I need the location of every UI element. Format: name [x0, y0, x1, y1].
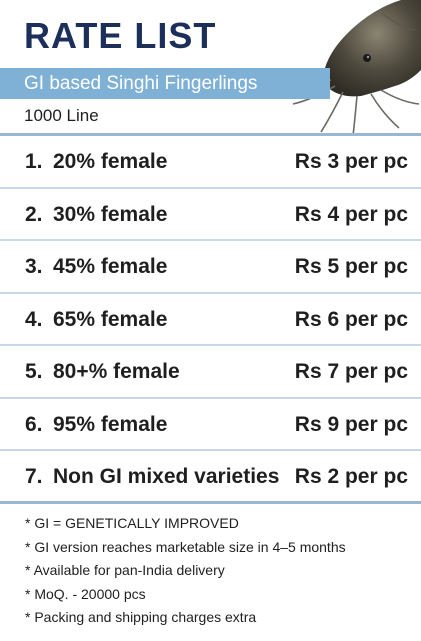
note-item: * Packing and shipping charges extra	[25, 609, 257, 625]
note-item: * GI = GENETICALLY IMPROVED	[25, 515, 239, 531]
row-label: 65% female	[53, 307, 168, 331]
row-price: Rs 2 per pc	[294, 465, 408, 488]
row-number: 7.	[25, 465, 43, 488]
row-label: 80+% female	[53, 360, 180, 383]
rate-row: 7. Non GI mixed varieties Rs 2 per pc	[0, 451, 421, 504]
line-label: 1000 Line	[24, 106, 99, 125]
row-label: 45% female	[53, 255, 168, 278]
subtitle-banner: GI based Singhi Fingerlings	[0, 68, 330, 99]
row-number: 4.	[25, 307, 43, 331]
row-label: 20% female	[53, 150, 168, 173]
row-number: 1.	[25, 150, 43, 173]
rate-row: 2. 30% female Rs 4 per pc	[0, 189, 421, 241]
row-price: Rs 3 per pc	[294, 150, 408, 173]
rate-row: 5. 80+% female Rs 7 per pc	[0, 346, 421, 399]
note-item: * MoQ. - 20000 pcs	[25, 585, 146, 602]
row-price: Rs 5 per pc	[294, 255, 408, 278]
header: RATE LIST GI based Singhi Fingerlings 10…	[0, 0, 421, 137]
rate-row: 4. 65% female Rs 6 per pc	[0, 294, 421, 346]
row-price: Rs 7 per pc	[294, 360, 408, 383]
note-item: * Available for pan-India delivery	[25, 562, 225, 578]
row-number: 5.	[25, 360, 43, 383]
row-label: Non GI mixed varieties	[53, 465, 280, 488]
rate-row: 1. 20% female Rs 3 per pc	[0, 136, 421, 189]
notes: * GI = GENETICALLY IMPROVED * GI version…	[25, 512, 346, 630]
rate-table: 1. 20% female Rs 3 per pc 2. 30% female …	[0, 136, 421, 504]
divider	[0, 133, 421, 136]
row-number: 6.	[25, 412, 43, 436]
row-number: 3.	[25, 255, 43, 278]
note-item: * GI version reaches marketable size in …	[25, 538, 346, 555]
row-price: Rs 9 per pc	[294, 412, 408, 436]
row-label: 30% female	[53, 202, 168, 226]
rate-row: 3. 45% female Rs 5 per pc	[0, 241, 421, 294]
row-price: Rs 6 per pc	[294, 307, 408, 331]
row-label: 95% female	[53, 412, 168, 436]
subtitle: GI based Singhi Fingerlings	[24, 73, 258, 94]
row-price: Rs 4 per pc	[294, 202, 408, 226]
rate-row: 6. 95% female Rs 9 per pc	[0, 399, 421, 451]
row-number: 2.	[25, 202, 43, 226]
page-title: RATE LIST	[24, 15, 217, 56]
